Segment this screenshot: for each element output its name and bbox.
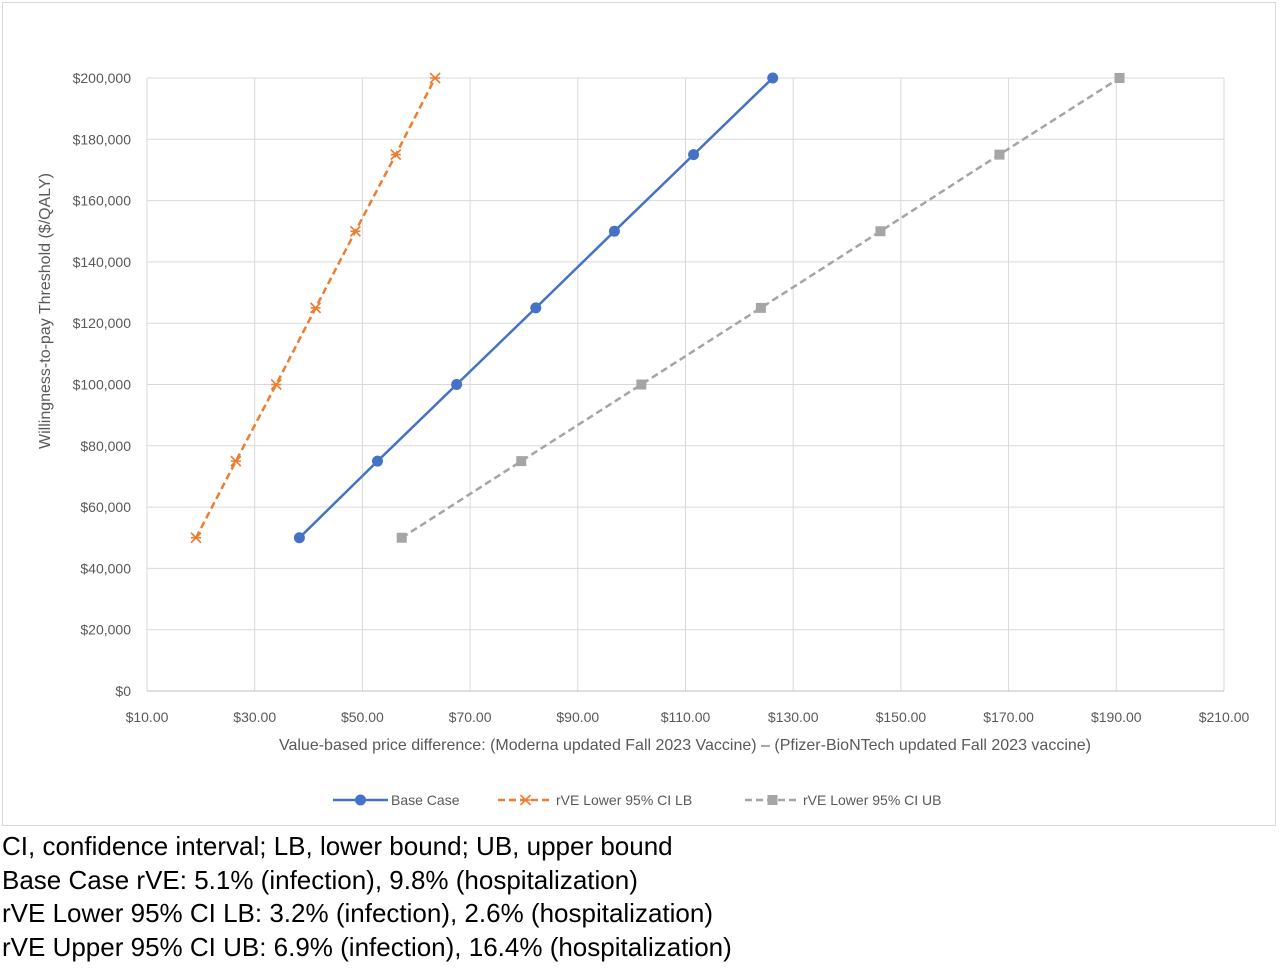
x-tick-label: $110.00 <box>661 709 711 725</box>
y-tick-label: $40,000 <box>80 560 131 576</box>
legend: Base Case rVE Lower 95% CI LB rVE Lower 95… <box>333 792 942 808</box>
footnote-base-case: Base Case rVE: 5.1% (infection), 9.8% (h… <box>2 864 638 895</box>
y-tick-label: $140,000 <box>73 254 132 270</box>
data-point-series-2 <box>429 72 441 84</box>
data-point-series-3 <box>994 149 1005 160</box>
x-tick-label: $170.00 <box>983 709 1034 725</box>
data-point-series-2 <box>230 455 242 467</box>
data-point-series-3 <box>636 379 647 390</box>
line-chart: $0 $20,000 $40,000 $60,000 $80,000 $100,000 $1… <box>37 70 1250 808</box>
legend-marker <box>767 795 778 805</box>
data-point-series-2 <box>270 378 282 391</box>
y-tick-label: $60,000 <box>80 499 131 515</box>
data-point-series-3 <box>396 532 407 543</box>
footnote-abbreviations: CI, confidence interval; LB, lower bound… <box>2 831 673 861</box>
x-tick-label: $10.00 <box>126 709 169 725</box>
data-point-series-1 <box>608 225 620 237</box>
legend-item-3: rVE Lower 95% CI UB <box>745 792 942 808</box>
x-tick-label: $210.00 <box>1199 709 1250 725</box>
x-tick-label: $90.00 <box>556 709 599 725</box>
y-axis-title: Willingness-to-pay Threshold ($/QALY) <box>37 173 54 449</box>
data-point-series-3 <box>755 302 766 313</box>
y-tick-label: $20,000 <box>80 622 131 638</box>
data-point-series-1 <box>451 379 463 390</box>
y-tick-label: $0 <box>115 683 131 699</box>
data-point-series-1 <box>371 455 383 467</box>
data-point-series-2 <box>349 225 361 237</box>
series-lines <box>194 76 1121 539</box>
legend-label: Base Case <box>391 792 460 808</box>
y-tick-label: $160,000 <box>73 193 132 209</box>
data-point-series-2 <box>390 149 402 161</box>
data-point-series-1 <box>530 302 542 314</box>
legend-label: rVE Lower 95% CI UB <box>803 792 942 808</box>
data-point-series-3 <box>516 456 527 467</box>
data-point-series-3 <box>1114 73 1125 83</box>
y-tick-label: $80,000 <box>80 438 131 454</box>
series-markers <box>190 72 1125 544</box>
x-tick-label: $190.00 <box>1091 709 1142 725</box>
x-tick-label: $70.00 <box>449 709 492 725</box>
legend-label: rVE Lower 95% CI LB <box>556 792 692 808</box>
chart-frame: $0 $20,000 $40,000 $60,000 $80,000 $100,000 $1… <box>2 2 1276 826</box>
x-tick-label: $50.00 <box>341 709 384 725</box>
data-point-series-1 <box>767 72 779 84</box>
y-tick-labels: $0 $20,000 $40,000 $60,000 $80,000 $100,000 $1… <box>73 70 132 699</box>
gridlines <box>146 77 1225 692</box>
footnote-upper-bound: rVE Upper 95% CI UB: 6.9% (infection), 1… <box>2 931 732 962</box>
y-tick-label: $120,000 <box>73 315 132 331</box>
x-axis-title: Value-based price difference: (Moderna u… <box>279 737 1091 754</box>
data-point-series-2 <box>309 302 322 314</box>
y-tick-label: $100,000 <box>73 377 132 393</box>
footnote-lower-bound: rVE Lower 95% CI LB: 3.2% (infection), 2… <box>2 898 714 928</box>
legend-item-2: rVE Lower 95% CI LB <box>498 792 692 808</box>
legend-item-1: Base Case <box>333 792 460 808</box>
data-point-series-2 <box>190 532 202 544</box>
data-point-series-1 <box>293 532 305 544</box>
x-tick-label: $30.00 <box>233 709 276 725</box>
data-point-series-3 <box>875 226 886 237</box>
legend-marker <box>519 794 532 806</box>
y-tick-label: $200,000 <box>73 70 132 86</box>
x-tick-labels: $10.00 $30.00 $50.00 $70.00 $90.00 $110.00 $13… <box>126 709 1250 725</box>
x-tick-label: $130.00 <box>768 709 819 725</box>
footnotes: CI, confidence interval; LB, lower bound… <box>2 830 1272 964</box>
y-tick-label: $180,000 <box>73 131 132 147</box>
x-tick-label: $150.00 <box>876 709 927 725</box>
data-point-series-1 <box>688 149 700 161</box>
legend-marker <box>355 794 366 806</box>
